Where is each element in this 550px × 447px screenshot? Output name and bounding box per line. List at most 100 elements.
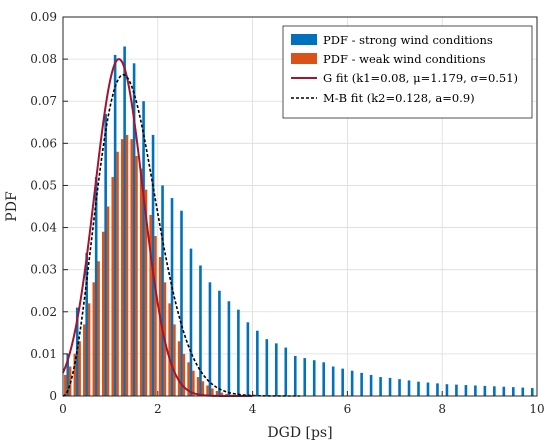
legend-swatch-strong: [291, 34, 317, 45]
bar-strong-wind: [455, 384, 458, 396]
y-tick-label: 0.02: [30, 305, 57, 319]
bar-strong-wind: [66, 353, 70, 396]
bar-strong-wind: [142, 101, 145, 396]
bar-weak-wind: [168, 303, 171, 396]
x-tick-label: 4: [249, 402, 257, 416]
bar-weak-wind: [97, 261, 100, 396]
bar-strong-wind: [132, 63, 136, 396]
bar-strong-wind: [511, 387, 515, 396]
bar-strong-wind: [379, 377, 382, 396]
bar-strong-wind: [303, 358, 307, 396]
bar-weak-wind: [220, 392, 224, 396]
y-axis-label: PDF: [4, 191, 20, 222]
bar-strong-wind: [417, 381, 420, 396]
x-tick-label: 0: [59, 402, 67, 416]
bar-strong-wind: [331, 366, 335, 396]
bar-strong-wind: [474, 385, 477, 396]
bar-strong-wind: [218, 290, 221, 396]
bar-strong-wind: [493, 386, 496, 396]
bar-strong-wind: [398, 379, 401, 396]
bar-strong-wind: [369, 374, 373, 396]
x-axis-ticks: 0 2 4 6 8 10: [59, 391, 545, 416]
bar-weak-wind: [120, 139, 124, 396]
bar-strong-wind: [170, 198, 174, 396]
bar-weak-wind: [211, 388, 214, 396]
bar-weak-wind: [78, 341, 81, 396]
bar-weak-wind: [106, 206, 110, 396]
y-tick-label: 0.04: [30, 221, 57, 235]
bar-strong-wind: [388, 377, 392, 396]
bar-strong-wind: [407, 380, 411, 396]
legend-entry-weak: PDF - weak wind conditions: [323, 52, 486, 66]
x-tick-label: 2: [154, 402, 162, 416]
bar-strong-wind: [341, 368, 344, 396]
y-tick-label: 0: [49, 389, 57, 403]
y-tick-label: 0.08: [30, 52, 57, 66]
bar-weak-wind: [177, 341, 181, 396]
bar-strong-wind: [94, 177, 98, 396]
bar-weak-wind: [173, 324, 176, 396]
bar-strong-wind: [104, 113, 107, 396]
bar-weak-wind: [73, 353, 77, 396]
bar-weak-wind: [192, 370, 195, 396]
bar-weak-wind: [83, 324, 86, 396]
bar-weak-wind: [116, 151, 119, 396]
x-tick-label: 8: [438, 402, 446, 416]
bar-weak-wind: [64, 374, 67, 396]
bar-strong-wind: [502, 386, 506, 396]
bar-weak-wind: [125, 134, 129, 396]
bar-weak-wind: [225, 393, 228, 396]
bar-strong-wind: [445, 384, 449, 396]
y-tick-label: 0.06: [30, 136, 57, 150]
y-tick-label: 0.09: [30, 10, 57, 24]
bar-strong-wind: [208, 282, 212, 396]
bar-strong-wind: [312, 360, 316, 396]
bar-weak-wind: [87, 303, 91, 396]
bar-weak-wind: [111, 177, 115, 396]
bar-strong-wind: [436, 383, 439, 396]
bar-weak-wind: [182, 353, 186, 396]
x-axis-label: DGD [ps]: [267, 425, 332, 441]
legend-box: [282, 25, 533, 119]
bar-strong-wind: [521, 387, 525, 396]
bar-strong-wind: [464, 385, 468, 396]
bar-strong-wind: [85, 252, 89, 396]
bar-strong-wind: [274, 343, 278, 396]
series-strong-wind-bars: [66, 46, 534, 397]
bar-strong-wind: [293, 355, 297, 396]
legend-entry-gaussian: G fit (k1=0.08, μ=1.179, σ=0.51): [323, 71, 518, 85]
bar-strong-wind: [227, 301, 231, 396]
bar-strong-wind: [322, 362, 326, 396]
bar-strong-wind: [284, 347, 288, 396]
bar-strong-wind: [350, 370, 354, 396]
y-tick-label: 0.01: [30, 347, 57, 361]
bar-weak-wind: [144, 189, 148, 396]
bar-weak-wind: [201, 381, 205, 396]
bar-strong-wind: [161, 185, 164, 396]
x-tick-label: 6: [344, 402, 352, 416]
legend-swatch-weak: [291, 53, 317, 64]
y-tick-label: 0.07: [30, 94, 57, 108]
plot-frame: [62, 16, 538, 397]
bar-strong-wind: [180, 210, 183, 396]
series-weak-wind-bars: [64, 134, 243, 396]
x-tick-label: 10: [529, 402, 544, 416]
legend: PDF - strong wind conditions PDF - weak …: [282, 25, 533, 119]
bar-strong-wind: [113, 54, 117, 397]
bar-strong-wind: [246, 322, 250, 396]
bar-strong-wind: [123, 46, 126, 396]
legend-entry-maxwell: M-B fit (k2=0.128, a=0.9): [323, 91, 475, 105]
bar-weak-wind: [149, 214, 152, 396]
bar-weak-wind: [92, 282, 96, 396]
bar-strong-wind: [199, 265, 202, 396]
bar-weak-wind: [130, 139, 134, 396]
bar-strong-wind: [265, 339, 269, 396]
bar-weak-wind: [139, 168, 143, 396]
bar-weak-wind: [158, 257, 162, 396]
bar-strong-wind: [256, 330, 259, 396]
y-axis-ticks: 0 0.01 0.02 0.03 0.04 0.05 0.06 0.07 0.08 0.09: [30, 10, 68, 403]
bar-weak-wind: [154, 235, 157, 396]
bar-weak-wind: [215, 390, 219, 396]
y-tick-label: 0.05: [30, 178, 57, 192]
